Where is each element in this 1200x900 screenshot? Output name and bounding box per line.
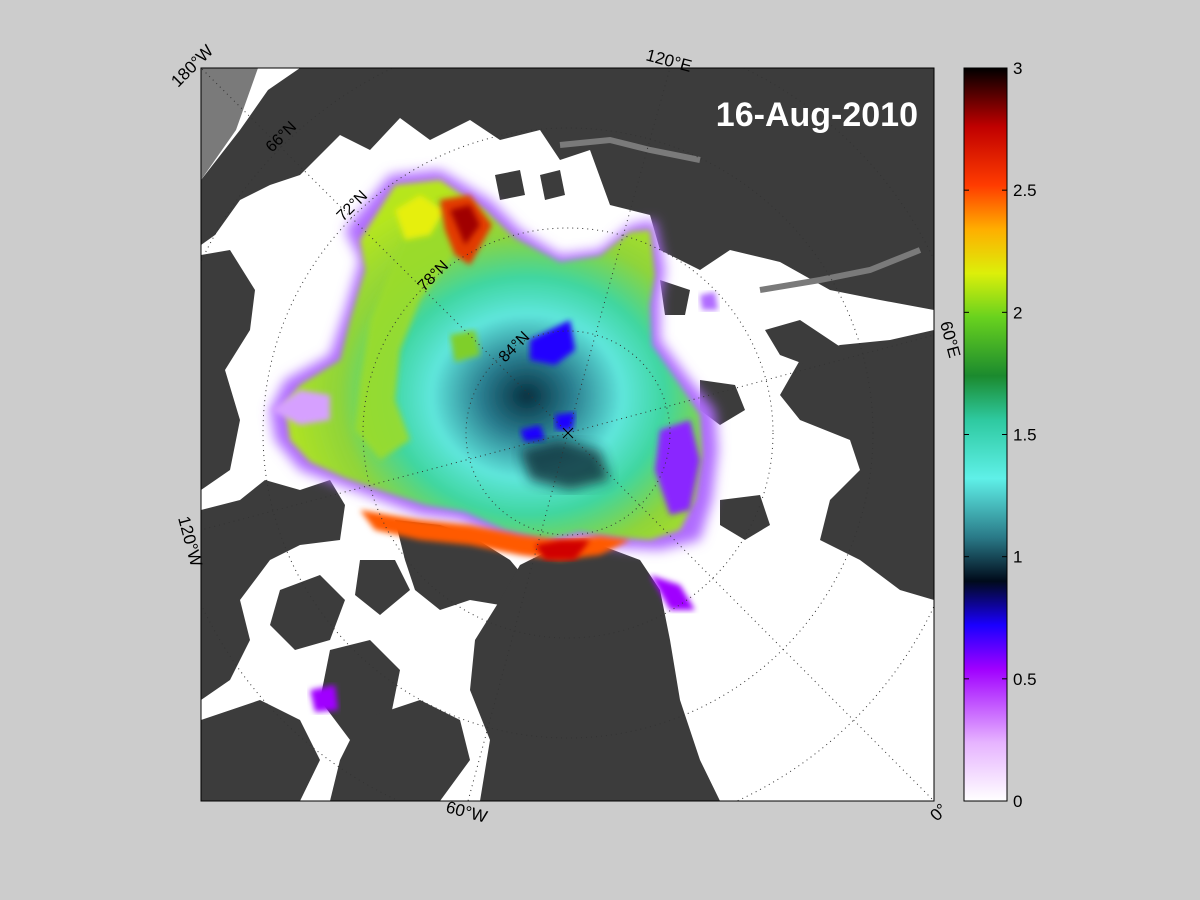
colorbar: 0 0.5 1 1.5 2 2.5 3: [963, 59, 1037, 811]
lon-60e-label: 60°E: [936, 319, 964, 360]
sea-ice-field: [270, 170, 718, 712]
colorbar-tick-label: 0.5: [1013, 670, 1037, 689]
lon-60w-label: 60°W: [444, 798, 489, 827]
colorbar-tick-label: 1: [1013, 548, 1022, 567]
north-pole-marker: [562, 427, 574, 439]
date-label: 16-Aug-2010: [716, 96, 918, 134]
coastal-ice-shelf-east: [759, 247, 922, 293]
colorbar-tick-label: 1.5: [1013, 426, 1037, 445]
map-frame: [200, 67, 935, 802]
colorbar-gradient: [964, 68, 1007, 801]
map-panel: 66°N 72°N 78°N 84°N 16-Aug-2010: [200, 67, 935, 802]
colorbar-ticks: 0 0.5 1 1.5 2 2.5 3: [964, 59, 1037, 811]
outside-domain-area: [201, 68, 258, 180]
land-masses: [201, 68, 934, 801]
colorbar-tick-label: 0: [1013, 792, 1022, 811]
colorbar-tick-label: 2.5: [1013, 181, 1037, 200]
colorbar-tick-label: 3: [1013, 59, 1022, 78]
colorbar-tick-label: 2: [1013, 303, 1022, 322]
coastal-ice-shelf: [559, 136, 701, 163]
lon-0-label: 0°: [926, 800, 951, 825]
graticule: [201, 68, 934, 801]
